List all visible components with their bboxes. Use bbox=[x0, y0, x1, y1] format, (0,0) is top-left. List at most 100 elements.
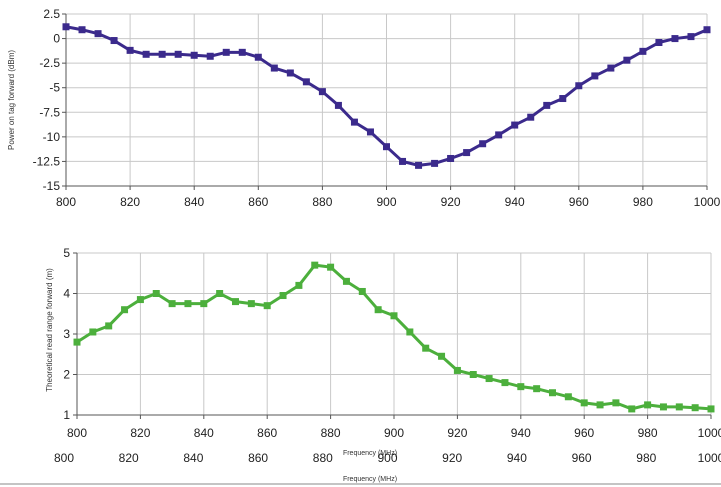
bottom-data-point bbox=[533, 385, 541, 393]
top-x-tick-label: 840 bbox=[184, 195, 204, 209]
top-data-point bbox=[543, 101, 551, 109]
bottom-frequency-axis: Frequency (MHz) 800 820 840 860 880 900 920 940… bbox=[0, 451, 721, 485]
top-data-point bbox=[575, 82, 583, 90]
top-data-point bbox=[142, 50, 150, 58]
top-data-point bbox=[447, 154, 455, 162]
top-y-tick-label: -12.5 bbox=[33, 154, 61, 168]
top-data-point bbox=[302, 78, 310, 86]
top-data-point bbox=[334, 101, 342, 109]
bottom-axis-tick-label: 840 bbox=[183, 451, 203, 465]
top-data-point bbox=[623, 56, 631, 64]
bottom-data-point bbox=[73, 338, 81, 346]
bottom-data-point bbox=[691, 404, 699, 412]
bottom-data-point bbox=[422, 344, 430, 352]
bottom-data-point bbox=[184, 300, 192, 308]
bottom-x-tick-label: 860 bbox=[257, 426, 277, 440]
bottom-axis-label: Frequency (MHz) bbox=[343, 476, 397, 483]
top-data-point bbox=[703, 26, 711, 34]
bottom-x-tick-label: 960 bbox=[574, 426, 594, 440]
top-y-tick-label: -5 bbox=[49, 81, 60, 95]
bottom-data-point bbox=[390, 312, 398, 320]
top-data-point bbox=[318, 88, 326, 96]
bottom-axis-tick-label: 880 bbox=[313, 451, 333, 465]
top-x-tick-label: 860 bbox=[248, 195, 268, 209]
top-data-point bbox=[174, 50, 182, 58]
bottom-x-tick-label: 980 bbox=[638, 426, 658, 440]
bottom-x-tick-label: 880 bbox=[321, 426, 341, 440]
bottom-x-tick-label: 840 bbox=[194, 426, 214, 440]
bottom-y-tick-label: 3 bbox=[63, 327, 70, 341]
bottom-data-point bbox=[453, 366, 461, 374]
top-data-point bbox=[190, 51, 198, 59]
bottom-data-point bbox=[707, 405, 715, 413]
bottom-x-tick-label: 900 bbox=[384, 426, 404, 440]
top-data-point bbox=[479, 140, 487, 148]
top-x-tick-label: 820 bbox=[120, 195, 140, 209]
bottom-data-point bbox=[121, 306, 129, 314]
top-data-point bbox=[527, 113, 535, 121]
top-y-axis-label: Power on tag forward (dBm) bbox=[7, 50, 16, 150]
bottom-data-point bbox=[675, 403, 683, 411]
top-data-point bbox=[222, 48, 230, 56]
bottom-axis-tick-label: 900 bbox=[377, 451, 397, 465]
top-data-point bbox=[158, 50, 166, 58]
bottom-x-tick-label: 820 bbox=[130, 426, 150, 440]
top-data-point bbox=[415, 161, 423, 169]
bottom-y-tick-label: 1 bbox=[63, 408, 70, 422]
bottom-axis-tick-label: 800 bbox=[54, 451, 74, 465]
bottom-data-point bbox=[232, 298, 239, 306]
top-data-point bbox=[126, 46, 134, 54]
top-data-point bbox=[254, 53, 262, 61]
top-data-point bbox=[110, 37, 118, 45]
bottom-axis-tick-label: 940 bbox=[507, 451, 527, 465]
bottom-axis-tick-label: 1000 bbox=[698, 451, 721, 465]
top-x-tick-label: 900 bbox=[376, 195, 396, 209]
top-y-tick-label: -7.5 bbox=[39, 105, 60, 119]
bottom-y-tick-label: 5 bbox=[63, 246, 70, 260]
bottom-axis-tick-label: 960 bbox=[572, 451, 592, 465]
top-x-tick-label: 960 bbox=[569, 195, 589, 209]
top-data-point bbox=[511, 121, 519, 129]
bottom-x-tick-label: 1000 bbox=[698, 426, 721, 440]
bottom-y-tick-label: 4 bbox=[63, 287, 70, 301]
top-data-point bbox=[383, 143, 390, 151]
bottom-data-point bbox=[327, 263, 335, 271]
top-x-tick-label: 940 bbox=[505, 195, 525, 209]
bottom-data-point bbox=[342, 277, 350, 285]
bottom-data-point bbox=[628, 405, 636, 413]
bottom-x-tick-label: 940 bbox=[511, 426, 531, 440]
top-data-point bbox=[206, 52, 214, 60]
bottom-data-point bbox=[136, 296, 144, 304]
top-data-point bbox=[286, 69, 294, 77]
top-x-tick-label: 1000 bbox=[694, 195, 721, 209]
top-data-point bbox=[671, 35, 679, 43]
top-data-point bbox=[655, 39, 663, 47]
bottom-axis-tick-label: 860 bbox=[248, 451, 268, 465]
bottom-axis-tick-label: 820 bbox=[119, 451, 139, 465]
bottom-data-point bbox=[596, 401, 604, 409]
top-x-tick-label: 980 bbox=[633, 195, 653, 209]
bottom-chart: Theoretical read range forward (m) Frequ… bbox=[45, 246, 721, 457]
bottom-data-point bbox=[152, 290, 160, 297]
bottom-x-tick-label: 920 bbox=[447, 426, 467, 440]
bottom-data-point bbox=[200, 300, 208, 308]
top-data-point bbox=[559, 95, 567, 103]
top-y-tick-label: -10 bbox=[43, 130, 61, 144]
top-chart: Power on tag forward (dBm) 2.5 0 -2.5 -5 -7.… bbox=[7, 7, 721, 209]
bottom-data-point bbox=[263, 302, 271, 310]
bottom-x-axis-label: Frequency (MHz) bbox=[343, 450, 397, 457]
bottom-y-tick-label: 2 bbox=[63, 368, 70, 382]
bottom-data-point bbox=[295, 281, 303, 289]
bottom-data-point bbox=[659, 403, 667, 411]
bottom-data-point bbox=[485, 375, 493, 383]
top-data-point bbox=[495, 131, 503, 139]
bottom-data-point bbox=[168, 300, 176, 308]
bottom-data-point bbox=[358, 287, 366, 295]
bottom-data-point bbox=[612, 399, 620, 407]
bottom-data-point bbox=[644, 401, 652, 409]
bottom-data-point bbox=[105, 322, 113, 330]
bottom-data-point bbox=[216, 290, 224, 297]
bottom-data-point bbox=[580, 399, 588, 407]
top-data-point bbox=[463, 149, 471, 157]
